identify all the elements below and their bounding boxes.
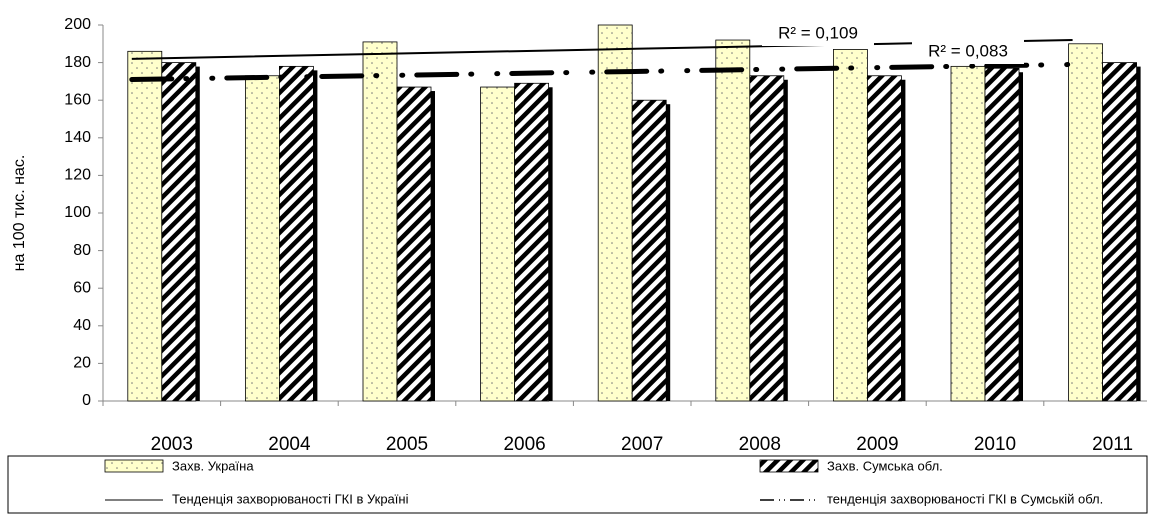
y-tick-label: 100 <box>64 204 91 221</box>
x-tick-label: 2011 <box>1092 434 1133 455</box>
y-tick-label: 160 <box>64 91 91 108</box>
annotation: R² = 0,109 <box>778 23 858 42</box>
bar <box>127 50 163 402</box>
bar <box>950 65 986 402</box>
bar <box>396 86 432 402</box>
y-tick-label: 180 <box>64 54 91 71</box>
legend-label: тенденція захворюваності ГКІ в Сумській … <box>827 491 1103 506</box>
bar <box>161 62 197 402</box>
bar <box>244 75 280 402</box>
bar <box>597 24 633 402</box>
x-tick-label: 2005 <box>386 434 428 455</box>
bar <box>715 39 751 402</box>
y-tick-label: 140 <box>64 129 91 146</box>
annotation: R² = 0,083 <box>928 41 1008 60</box>
y-tick-label: 40 <box>73 317 91 334</box>
y-tick-label: 0 <box>82 392 91 409</box>
y-tick-label: 80 <box>73 242 91 259</box>
legend-label: Тенденція захворюваності ГКІ в Україні <box>172 491 409 506</box>
y-tick-label: 120 <box>64 167 91 184</box>
y-tick-label: 20 <box>73 355 91 372</box>
bar <box>749 75 785 402</box>
bar <box>278 65 314 402</box>
legend-label: Захв. Сумська обл. <box>827 458 943 473</box>
y-tick-label: 200 <box>64 16 91 33</box>
annotation-box <box>912 38 1024 64</box>
legend-label: Захв. Україна <box>172 458 254 473</box>
bar <box>362 41 398 402</box>
legend <box>7 455 1148 514</box>
y-axis-label: на 100 тис. нас. <box>11 155 28 272</box>
bar <box>1068 43 1103 402</box>
bar <box>631 99 667 402</box>
bar <box>867 75 902 402</box>
bar <box>480 86 516 402</box>
bar <box>984 67 1020 402</box>
x-tick-label: 2009 <box>856 434 898 455</box>
bar <box>514 82 549 402</box>
annotation-box <box>762 20 874 46</box>
x-tick-label: 2008 <box>739 434 781 455</box>
trend-line <box>129 61 1076 83</box>
legend-swatch <box>104 459 164 473</box>
x-tick-label: 2010 <box>974 434 1016 455</box>
bar <box>1102 62 1137 402</box>
x-tick-label: 2006 <box>503 434 545 455</box>
x-tick-label: 2003 <box>151 434 193 455</box>
x-tick-label: 2004 <box>268 434 311 455</box>
bar <box>833 49 868 402</box>
y-tick-label: 60 <box>73 279 91 296</box>
x-tick-label: 2007 <box>621 434 663 455</box>
legend-swatch <box>759 459 819 473</box>
